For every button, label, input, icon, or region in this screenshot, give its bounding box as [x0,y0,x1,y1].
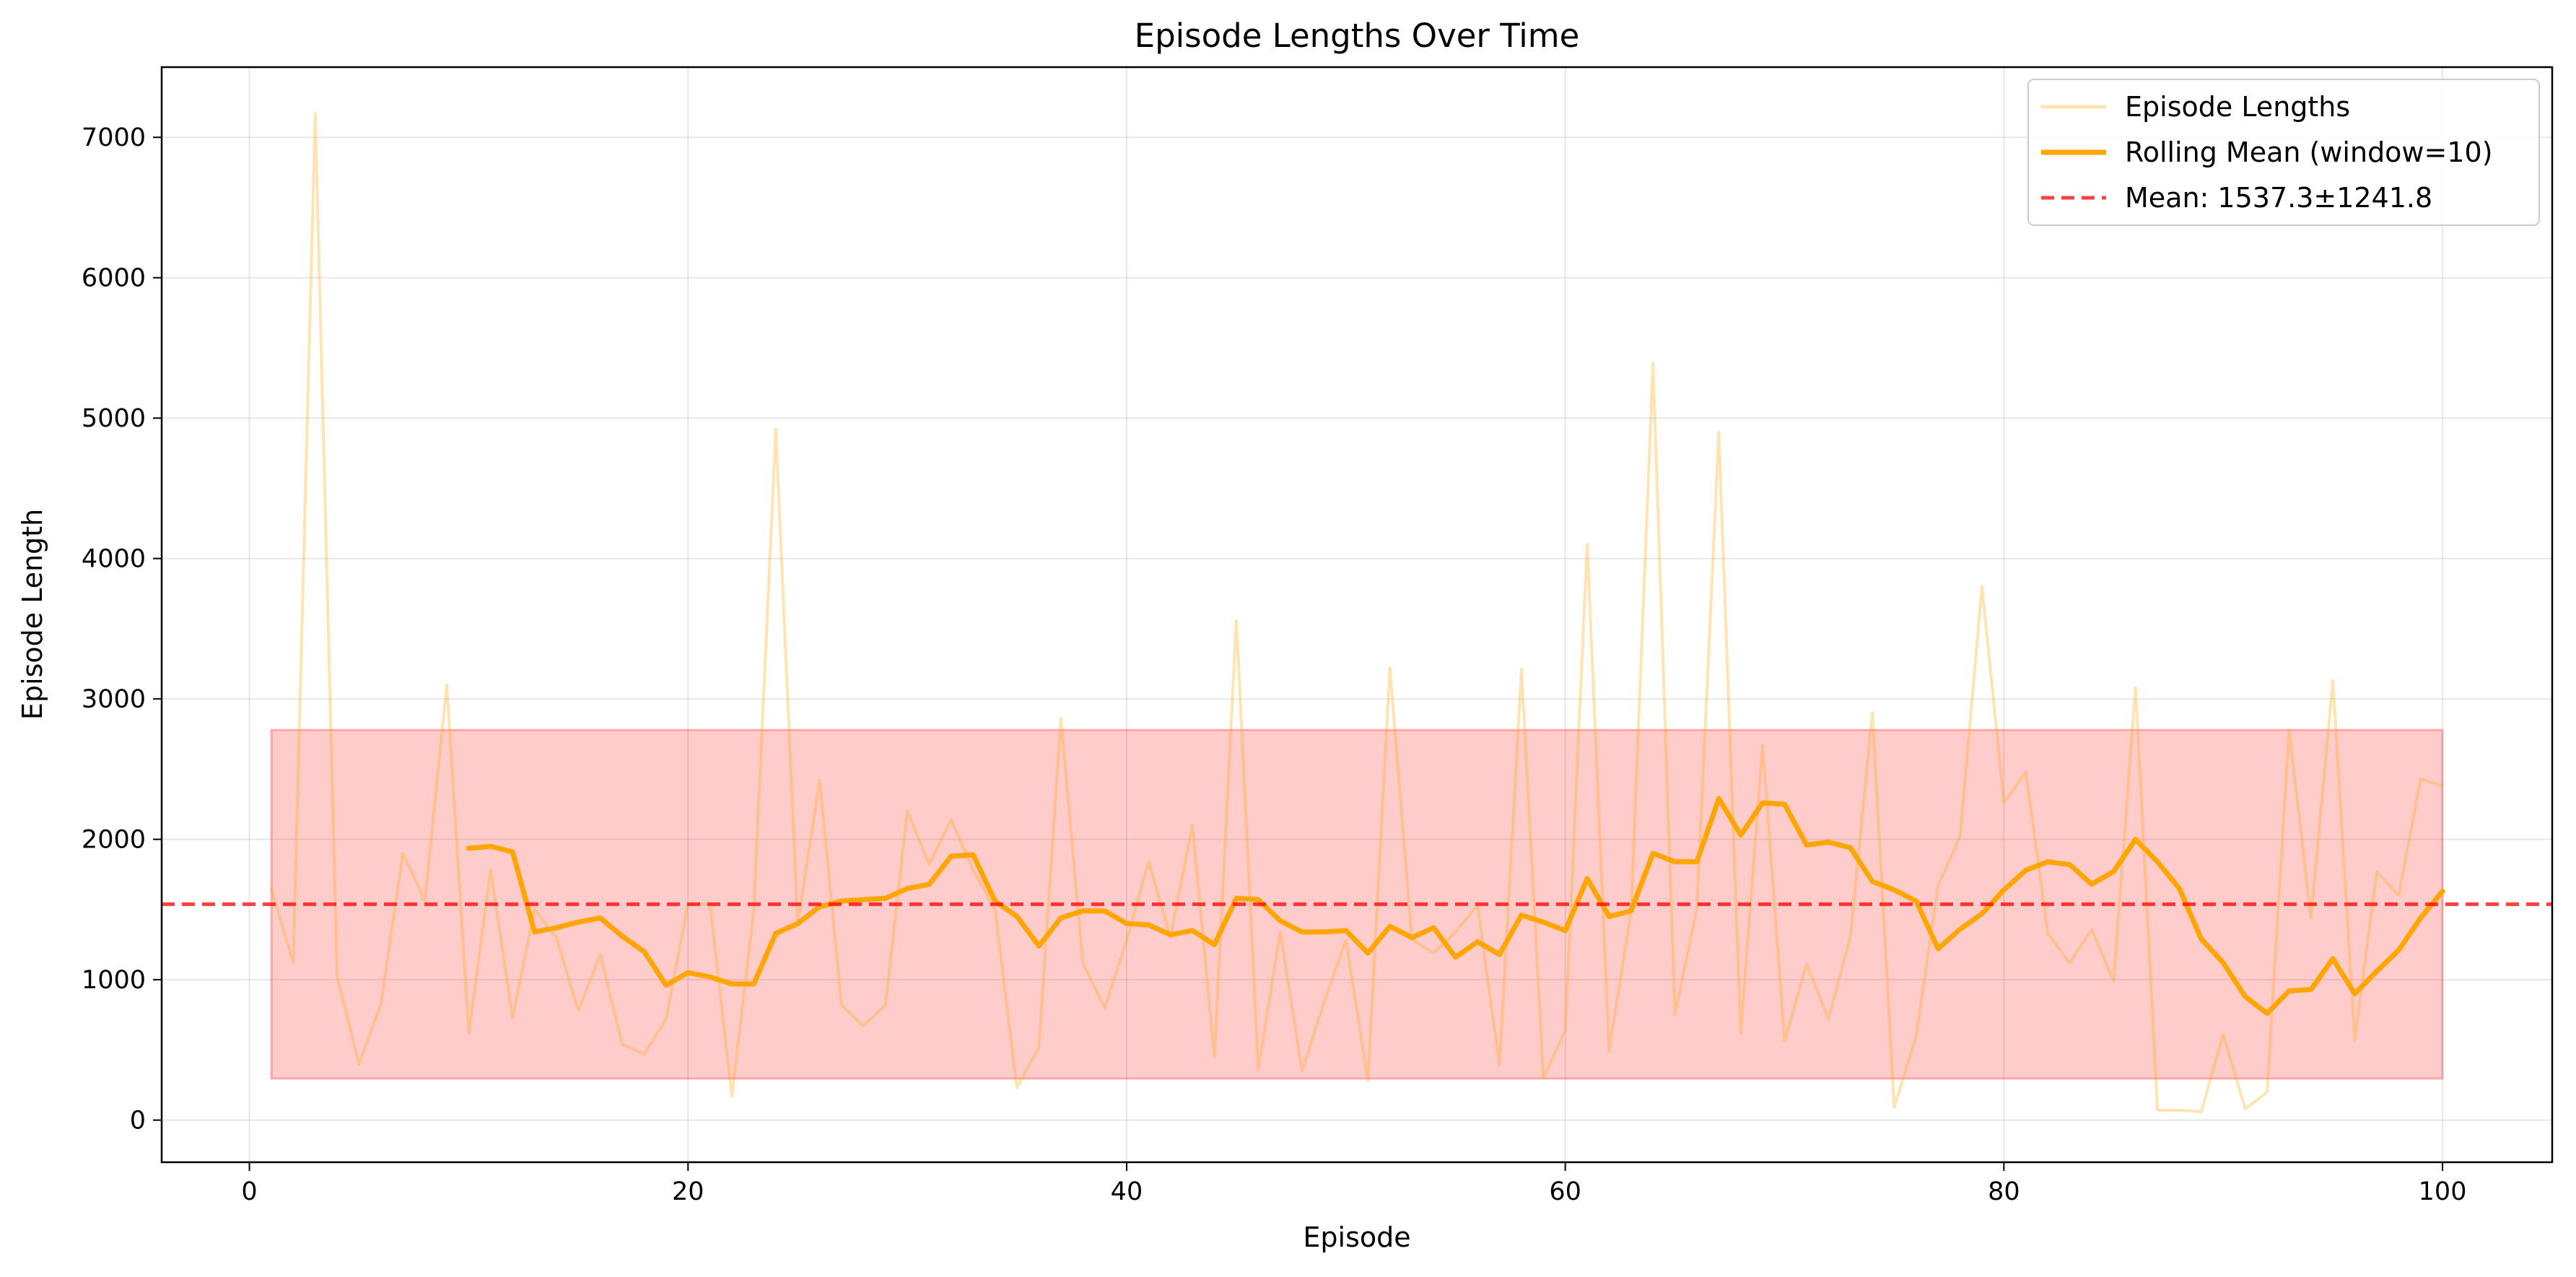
series-line-rolling-mean [466,796,2445,1016]
y-tick-label: 3000 [82,685,146,714]
y-tick-label: 6000 [82,264,146,293]
x-axis-label: Episode [1303,1221,1410,1253]
y-tick-label: 0 [130,1107,146,1136]
grid [162,67,2552,1162]
series-line-episode-lengths [269,112,2445,1113]
legend: Episode Lengths Rolling Mean (window=10)… [2027,79,2540,226]
y-tick-label: 1000 [82,966,146,995]
legend-box [2027,79,2540,226]
y-tick-label: 7000 [82,123,146,152]
y-tick-label: 2000 [82,826,146,855]
y-ticks: 0 1000 2000 3000 4000 5000 6000 7000 [82,123,162,1136]
x-tick-label: 20 [672,1177,704,1206]
legend-label-episode-lengths: Episode Lengths [2125,91,2350,123]
x-tick-label: 80 [1988,1177,2020,1206]
series-layer [269,112,2445,1113]
x-tick-label: 0 [241,1177,257,1206]
chart-title: Episode Lengths Over Time [1135,17,1580,55]
x-ticks: 0 20 40 60 80 100 [241,1162,2466,1206]
y-axis-label: Episode Length [17,509,48,720]
x-tick-label: 100 [2419,1177,2467,1206]
x-tick-label: 60 [1549,1177,1581,1206]
plot-frame [160,66,2554,1164]
y-tick-label: 4000 [82,545,146,574]
legend-label-mean-line: Mean: 1537.3±1241.8 [2125,182,2432,214]
x-tick-label: 40 [1111,1177,1143,1206]
y-tick-label: 5000 [82,404,146,433]
legend-label-rolling-mean: Rolling Mean (window=10) [2125,136,2493,168]
